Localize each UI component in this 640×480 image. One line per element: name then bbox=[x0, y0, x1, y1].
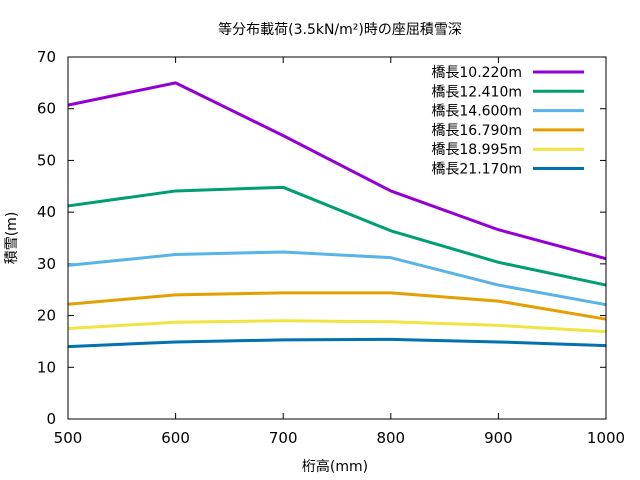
y-tick-label: 40 bbox=[37, 203, 56, 221]
series-line-3 bbox=[67, 250, 607, 307]
series-line-4 bbox=[67, 291, 607, 321]
x-tick-label: 900 bbox=[484, 429, 513, 447]
legend-label: 橋長12.410m bbox=[431, 84, 522, 100]
y-tick-label: 10 bbox=[37, 358, 56, 376]
legend-label: 橋長21.170m bbox=[431, 162, 522, 178]
legend-label: 橋長14.600m bbox=[431, 104, 522, 120]
series-line-1 bbox=[67, 81, 607, 261]
y-tick-label: 30 bbox=[37, 255, 56, 273]
legend: 橋長10.220m 橋長12.410m 橋長14.600m 橋長16.790m 橋長18… bbox=[431, 65, 584, 178]
y-tick-label: 70 bbox=[37, 48, 56, 66]
series-line-6 bbox=[67, 337, 607, 349]
x-tick-label: 700 bbox=[269, 429, 298, 447]
x-tick-label: 1000 bbox=[587, 429, 625, 447]
y-axis-label: 積雪(m) bbox=[4, 212, 20, 265]
x-tick-label: 500 bbox=[54, 429, 83, 447]
legend-label: 橋長18.995m bbox=[431, 142, 522, 158]
x-axis-label: 桁高(mm) bbox=[302, 458, 368, 475]
y-tick-label: 20 bbox=[37, 307, 56, 325]
x-tick-label: 800 bbox=[376, 429, 405, 447]
x-tick-label: 600 bbox=[161, 429, 190, 447]
y-tick-label: 60 bbox=[37, 100, 56, 118]
plot-frame bbox=[67, 56, 607, 420]
x-axis: 500 600 700 800 900 1000 bbox=[54, 57, 625, 447]
plot-series bbox=[67, 81, 607, 349]
y-tick-label: 0 bbox=[46, 410, 56, 428]
y-tick-label: 50 bbox=[37, 151, 56, 169]
series-line-2 bbox=[67, 185, 607, 287]
legend-label: 橋長16.790m bbox=[431, 123, 522, 139]
legend-label: 橋長10.220m bbox=[431, 65, 522, 81]
series-line-5 bbox=[67, 319, 607, 334]
chart-title: 等分布載荷(3.5kN/m²)時の座屈積雪深 bbox=[218, 21, 462, 38]
